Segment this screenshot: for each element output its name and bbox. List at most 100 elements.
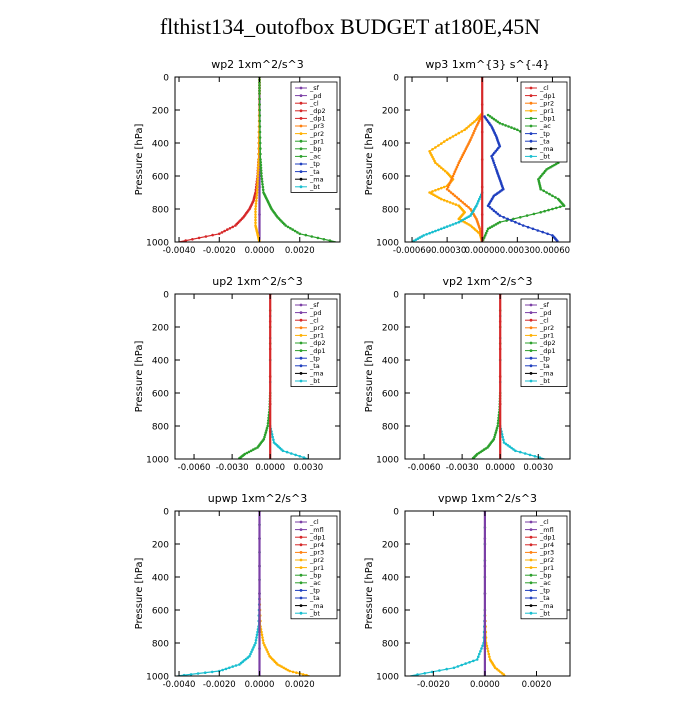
y-tick-label: 600 — [152, 390, 169, 400]
series-marker — [486, 227, 490, 231]
chart-panel-5: upwp 1xm^2/s^3 Pressure [hPa] 0 200 400 600 80… — [134, 492, 341, 690]
y-tick-label: 600 — [152, 173, 169, 183]
series-marker — [245, 451, 249, 455]
series-marker — [263, 433, 267, 437]
series-marker — [443, 169, 447, 173]
series-marker — [260, 180, 264, 183]
series-marker — [465, 204, 468, 207]
legend-marker — [299, 551, 303, 554]
series-marker — [254, 199, 258, 203]
series-marker — [258, 592, 261, 595]
y-tick-label: 800 — [152, 206, 169, 216]
series-marker — [498, 347, 502, 351]
y-tick-label: 0 — [393, 74, 399, 84]
y-tick-label: 200 — [152, 107, 169, 117]
y-axis-label: Pressure [hPa] — [134, 124, 145, 196]
series-marker — [440, 227, 443, 231]
series-marker — [430, 670, 434, 674]
series-marker — [310, 235, 314, 238]
series-marker — [258, 130, 262, 134]
series-marker — [255, 191, 259, 194]
y-tick-label: 800 — [382, 640, 399, 650]
series-marker — [425, 233, 428, 236]
y-tick-label: 800 — [382, 206, 399, 216]
series-marker — [493, 433, 497, 437]
series-marker — [449, 191, 453, 194]
legend-marker — [529, 543, 533, 547]
legend: _sf_pd_cl_pr2_pr1_dp2_dp1_tp_ta_ma_bt — [520, 298, 568, 387]
series-marker — [223, 229, 226, 233]
y-tick-label: 0 — [163, 74, 169, 84]
x-tick-label: 0.0000 — [470, 680, 500, 690]
series-marker — [454, 203, 458, 206]
series-marker — [456, 665, 460, 668]
series-marker — [480, 158, 484, 161]
series-marker — [447, 189, 451, 193]
series-marker — [498, 430, 502, 433]
series-marker — [260, 633, 264, 637]
series-marker — [460, 663, 464, 667]
series-marker — [267, 419, 270, 422]
y-tick-label: 0 — [163, 508, 169, 518]
y-axis-label: Pressure [hPa] — [364, 558, 375, 630]
x-tick-label: -0.0030 — [216, 463, 249, 473]
series-marker — [203, 671, 207, 674]
series-marker — [228, 227, 232, 230]
series-marker — [480, 647, 483, 650]
series-marker — [475, 118, 478, 122]
legend-marker — [529, 611, 533, 615]
series-marker — [488, 206, 492, 209]
series-marker — [328, 239, 332, 242]
legend-marker — [299, 155, 303, 158]
series-marker — [475, 658, 479, 661]
series-marker — [258, 92, 261, 95]
series-marker — [256, 183, 259, 186]
series-marker — [418, 236, 422, 239]
series-marker — [295, 671, 298, 674]
series-marker — [549, 165, 552, 169]
legend-marker — [529, 581, 533, 585]
series-marker — [496, 212, 500, 216]
series-marker — [451, 192, 455, 196]
series-marker — [495, 426, 499, 430]
series-marker — [258, 647, 261, 650]
series-marker — [547, 208, 550, 212]
series-marker — [493, 435, 496, 439]
legend-marker — [529, 155, 533, 158]
legend-label: _bt — [309, 609, 320, 617]
legend-label: _ta — [539, 594, 550, 602]
legend-marker — [299, 86, 303, 90]
plot-frame — [404, 76, 571, 243]
series-marker — [452, 666, 456, 670]
x-tick-label: 0.00030 — [500, 246, 535, 256]
series-marker — [182, 673, 186, 676]
series-marker — [268, 320, 272, 323]
legend-marker — [299, 318, 303, 322]
legend-label: _ac — [539, 122, 551, 130]
legend: _sf_pd_cl_dp2_dp1_pr3_pr2_pr1_bp_ac_tp_t… — [290, 81, 338, 193]
legend-label: _tp — [309, 587, 320, 595]
series-marker — [546, 232, 549, 236]
legend-label: _ma — [309, 175, 324, 183]
series-marker — [265, 648, 268, 651]
series-marker — [259, 147, 262, 150]
series-marker — [475, 125, 478, 128]
series-marker — [440, 186, 443, 190]
series-marker — [220, 231, 224, 234]
series-marker — [504, 442, 508, 446]
series-marker — [478, 119, 481, 122]
series-marker — [510, 219, 513, 222]
series-marker — [423, 672, 427, 675]
series-marker — [471, 134, 474, 137]
series-marker — [254, 207, 257, 211]
series-marker — [514, 220, 517, 224]
legend-label: _bp — [539, 571, 552, 579]
x-tick-label: 0.0020 — [285, 246, 315, 256]
series-marker — [256, 185, 259, 189]
series-marker — [254, 202, 258, 205]
series-marker — [491, 157, 494, 160]
series-marker — [486, 113, 490, 117]
legend-marker — [299, 170, 303, 174]
series-marker — [437, 187, 440, 191]
series-marker — [258, 141, 262, 145]
